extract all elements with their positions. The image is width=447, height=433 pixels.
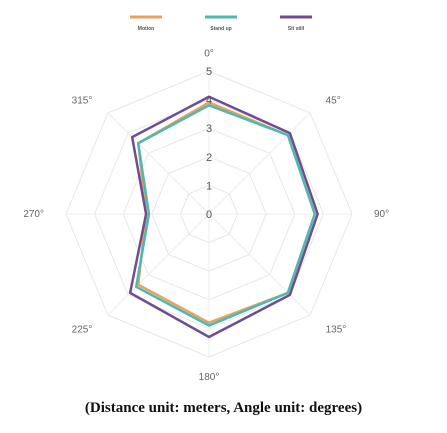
grid-spoke xyxy=(208,213,311,316)
grid-spoke xyxy=(107,112,210,215)
grid-spoke xyxy=(208,112,311,215)
angle-label: 180° xyxy=(199,372,220,383)
radial-tick-label: 2 xyxy=(206,152,212,164)
angle-label: 90° xyxy=(374,209,389,220)
legend-label: Motion xyxy=(138,26,154,32)
legend-label: Sit still xyxy=(288,26,305,32)
angle-label: 0° xyxy=(204,49,214,60)
radar-grid xyxy=(65,70,353,358)
series-line xyxy=(134,104,317,327)
radial-tick-label: 0 xyxy=(206,209,212,221)
radar-series xyxy=(128,95,319,339)
angle-label: 270° xyxy=(23,209,44,220)
legend-label: Stand up xyxy=(210,26,231,32)
angle-label: 135° xyxy=(326,324,347,335)
angle-label: 45° xyxy=(326,95,341,106)
angle-label: 225° xyxy=(72,324,93,335)
radial-tick-label: 5 xyxy=(206,66,212,78)
radar-labels: 0 1 2 3 4 5 0° 45° 90° 135° 180° 225° 270° 315° xyxy=(23,49,389,384)
series-line xyxy=(128,95,319,339)
radial-tick-label: 4 xyxy=(206,95,212,107)
legend: Motion Stand up Sit still xyxy=(130,15,312,32)
angle-label: 315° xyxy=(72,95,93,106)
chart-caption: (Distance unit: meters, Angle unit: degr… xyxy=(84,400,363,416)
radial-tick-label: 3 xyxy=(206,123,212,135)
grid-spoke xyxy=(107,213,210,316)
radial-tick-label: 1 xyxy=(206,180,212,192)
